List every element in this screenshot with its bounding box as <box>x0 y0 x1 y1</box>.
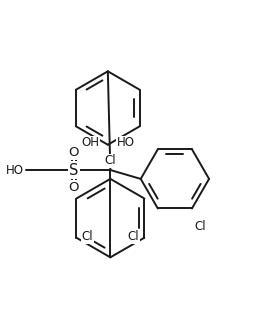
Text: OH: OH <box>81 136 99 149</box>
Text: Cl: Cl <box>81 230 93 243</box>
Text: O: O <box>68 146 79 159</box>
Text: S: S <box>69 162 78 178</box>
Text: O: O <box>68 181 79 194</box>
Text: Cl: Cl <box>128 230 139 243</box>
Text: Cl: Cl <box>104 154 116 168</box>
Text: HO: HO <box>6 163 24 177</box>
Text: Cl: Cl <box>195 220 206 233</box>
Text: HO: HO <box>116 136 135 149</box>
